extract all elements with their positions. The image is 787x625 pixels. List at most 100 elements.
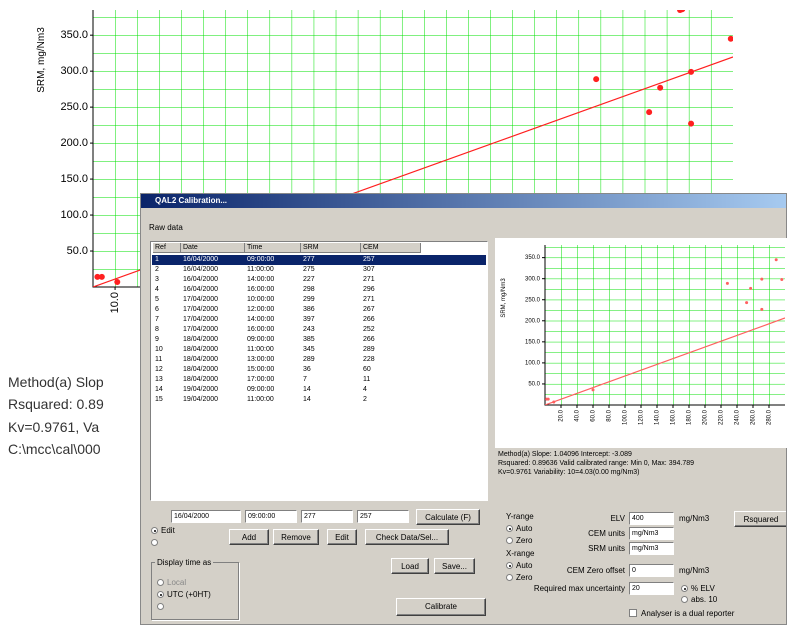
- table-cell: 10: [155, 346, 163, 353]
- table-cell: 267: [363, 306, 375, 313]
- data-point: [727, 35, 733, 42]
- table-row[interactable]: 14 19/04/2000 09:00:00 14 4: [152, 385, 486, 395]
- x-tick-label: 240.0: [735, 409, 741, 425]
- table-cell: 17/04/2000: [183, 316, 219, 323]
- save-button[interactable]: Save...: [434, 558, 475, 574]
- table-cell: 5: [155, 296, 159, 303]
- radio-label: % ELV: [691, 584, 715, 593]
- utc-radio[interactable]: [157, 591, 164, 598]
- table-cell: 14: [303, 386, 311, 393]
- table-row[interactable]: 12 18/04/2000 15:00:00 36 60: [152, 365, 486, 375]
- data-point: [677, 10, 684, 13]
- radio[interactable]: [506, 537, 513, 544]
- time-field[interactable]: 09:00:00: [245, 510, 297, 523]
- setting-field[interactable]: 20: [629, 582, 674, 595]
- data-point: [757, 241, 760, 244]
- data-point: [545, 397, 549, 401]
- table-row[interactable]: 1 16/04/2000 09:00:00 277 257: [152, 255, 486, 265]
- table-row[interactable]: 4 16/04/2000 16:00:00 298 296: [152, 285, 486, 295]
- table-row[interactable]: 13 18/04/2000 17:00:00 7 11: [152, 375, 486, 385]
- x-tick-label: 10.0: [109, 292, 121, 313]
- checkbox[interactable]: [629, 609, 637, 617]
- calibration-chart: SRM, mg/Nm3 50.0 100.0 150.0 200.0 250.0 300.…: [495, 238, 787, 448]
- table-cell: 386: [303, 306, 315, 313]
- table-row[interactable]: 8 17/04/2000 16:00:00 243 252: [152, 325, 486, 335]
- radio[interactable]: [681, 585, 688, 592]
- remove-button[interactable]: Remove: [273, 529, 319, 545]
- table-cell: 11: [363, 376, 371, 383]
- table-cell: 6: [155, 306, 159, 313]
- table-row[interactable]: 11 18/04/2000 13:00:00 289 228: [152, 355, 486, 365]
- edit-button[interactable]: Edit: [327, 529, 357, 545]
- radio[interactable]: [506, 562, 513, 569]
- y-tick-label: 50.0: [67, 245, 88, 257]
- rsquared-button[interactable]: Rsquared: [734, 511, 786, 527]
- date-field[interactable]: 16/04/2000: [171, 510, 241, 523]
- table-cell: 18/04/2000: [183, 336, 219, 343]
- table-row[interactable]: 3 16/04/2000 14:00:00 227 271: [152, 275, 486, 285]
- setting-field[interactable]: mg/Nm3: [629, 527, 674, 540]
- table-cell: 8: [155, 326, 159, 333]
- table-cell: 307: [363, 266, 375, 273]
- table-cell: 9: [155, 336, 159, 343]
- radio-label: UTC (+0HT): [167, 590, 211, 599]
- setting-field[interactable]: mg/Nm3: [629, 542, 674, 555]
- table-row[interactable]: 2 16/04/2000 11:00:00 275 307: [152, 265, 486, 275]
- x-tick-label: 120.0: [639, 409, 645, 425]
- table-cell: 397: [303, 316, 315, 323]
- table-cell: 15:00:00: [247, 366, 275, 373]
- table-row[interactable]: 6 17/04/2000 12:00:00 386 267: [152, 305, 486, 315]
- plot: [545, 238, 785, 405]
- table-row[interactable]: 9 18/04/2000 09:00:00 385 266: [152, 335, 486, 345]
- x-tick-label: 60.0: [591, 409, 597, 421]
- y-tick-label: 50.0: [528, 382, 540, 388]
- radio[interactable]: [681, 596, 688, 603]
- calibrate-button[interactable]: Calibrate: [396, 598, 486, 616]
- data-list[interactable]: Ref Date Time SRM CEM 1 16/04/2000 09:00:00 277 2…: [150, 241, 488, 501]
- result-text: Rsquared: 0.89636 Valid calibrated range…: [498, 460, 694, 467]
- radio[interactable]: [506, 525, 513, 532]
- cem-field[interactable]: 257: [357, 510, 409, 523]
- radio[interactable]: [506, 574, 513, 581]
- setting-label: CEM units: [588, 529, 625, 538]
- data-point: [94, 273, 101, 280]
- table-cell: 16/04/2000: [183, 266, 219, 273]
- x-tick-label: 200.0: [703, 409, 709, 425]
- table-cell: 385: [303, 336, 315, 343]
- setting-unit: mg/Nm3: [679, 514, 710, 523]
- setting-field[interactable]: 400: [629, 512, 674, 525]
- table-row[interactable]: 15 19/04/2000 11:00:00 14 2: [152, 395, 486, 405]
- add-button[interactable]: Add: [229, 529, 269, 545]
- data-point: [756, 238, 759, 239]
- radio[interactable]: [157, 603, 164, 610]
- radio-label: Local: [167, 578, 187, 587]
- local-radio[interactable]: [157, 579, 164, 586]
- load-button[interactable]: Load: [391, 558, 429, 574]
- setting-field[interactable]: 0: [629, 564, 674, 577]
- table-row[interactable]: 5 17/04/2000 10:00:00 299 271: [152, 295, 486, 305]
- table-cell: 3: [155, 276, 159, 283]
- table-cell: 271: [363, 276, 375, 283]
- calibration-dialog: QAL2 Calibration... Raw data Ref Date Time…: [140, 193, 787, 625]
- srm-field[interactable]: 277: [301, 510, 353, 523]
- background-text: Rsquared: 0.89: [8, 396, 104, 412]
- table-row[interactable]: 7 17/04/2000 14:00:00 397 266: [152, 315, 486, 325]
- table-cell: 4: [363, 386, 367, 393]
- column-header: Time: [245, 243, 301, 253]
- y-axis-label: SRM, mg/Nm3: [36, 27, 47, 93]
- y-tick-label: 200.0: [60, 137, 88, 149]
- radio-label: abs. 10: [691, 595, 718, 604]
- y-axis-label: SRM, mg/Nm3: [501, 278, 507, 318]
- edit-radio[interactable]: [151, 527, 158, 534]
- radio[interactable]: [151, 539, 158, 546]
- y-tick-label: 200.0: [525, 318, 541, 324]
- table-cell: 266: [363, 316, 375, 323]
- calculate-button[interactable]: Calculate (F): [416, 509, 480, 525]
- result-text: Method(a) Slope: 1.04096 Intercept: -3.0…: [498, 451, 632, 458]
- check-data-button[interactable]: Check Data/Sel...: [365, 529, 449, 545]
- x-tick-label: 280.0: [767, 409, 773, 425]
- table-cell: 299: [303, 296, 315, 303]
- table-row[interactable]: 10 18/04/2000 11:00:00 345 289: [152, 345, 486, 355]
- data-point: [646, 109, 653, 116]
